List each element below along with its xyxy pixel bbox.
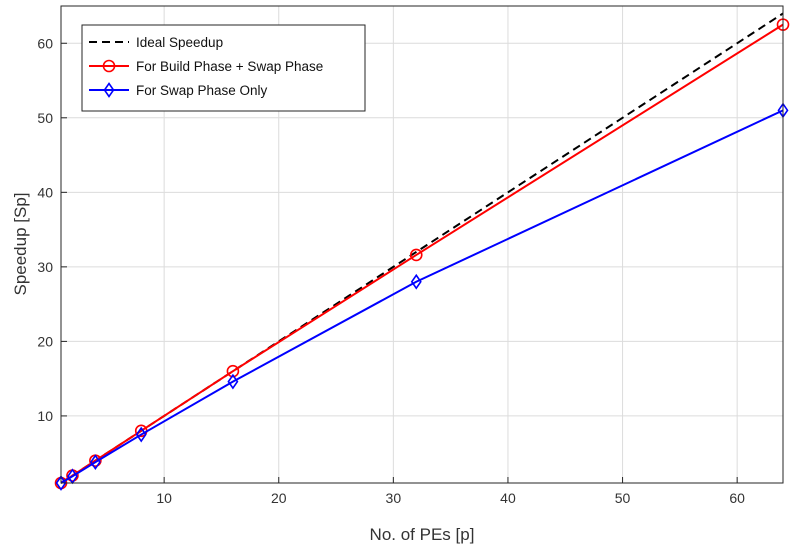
y-tick-label: 20 (37, 333, 53, 349)
legend-box (81, 24, 366, 112)
legend-label: For Build Phase + Swap Phase (136, 59, 323, 74)
y-tick-label: 10 (37, 408, 53, 424)
x-tick-label: 10 (156, 490, 172, 506)
x-tick-label: 60 (729, 490, 745, 506)
data-point (135, 426, 147, 443)
data-point (227, 373, 239, 390)
y-tick-label: 30 (37, 259, 53, 275)
x-axis-label: No. of PEs [p] (370, 525, 475, 544)
legend-marker (102, 59, 116, 73)
plot-frame (60, 5, 784, 484)
legend-label: For Swap Phase Only (136, 83, 268, 98)
legend-item: For Swap Phase Only (89, 82, 268, 98)
legend-item: Ideal Speedup (89, 35, 223, 50)
data-point (89, 454, 101, 471)
y-tick-label: 50 (37, 110, 53, 126)
x-tick-label: 20 (271, 490, 287, 506)
legend-marker (103, 82, 115, 98)
y-tick-label: 60 (37, 35, 53, 51)
data-point (226, 364, 240, 378)
x-tick-label: 30 (386, 490, 402, 506)
grid (61, 6, 783, 483)
y-tick-label: 40 (37, 184, 53, 200)
legend: Ideal Speedup For Build Phase + Swap Phas… (81, 24, 366, 112)
series-group (54, 12, 790, 491)
data-point (409, 248, 423, 262)
legend-item: For Build Phase + Swap Phase (89, 59, 323, 74)
data-point (55, 475, 67, 491)
series-line (60, 109, 784, 484)
data-point (410, 273, 422, 290)
legend-label: Ideal Speedup (136, 35, 223, 50)
y-axis-label: Speedup [Sp] (11, 192, 30, 295)
x-tick-label: 40 (500, 490, 516, 506)
x-tick-label: 50 (615, 490, 631, 506)
ticks: 10 20 30 40 50 60 10 20 30 40 50 60 (37, 35, 745, 506)
